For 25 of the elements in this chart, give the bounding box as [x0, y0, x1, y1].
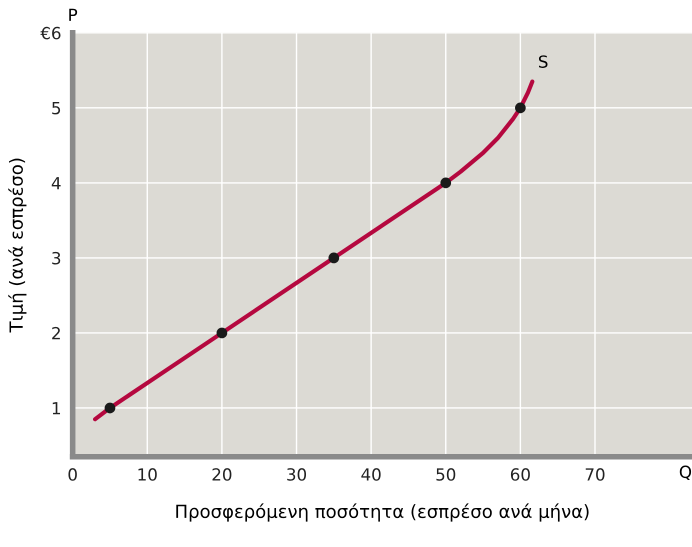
- y-tick-label: 2: [52, 326, 60, 340]
- point: [216, 328, 228, 338]
- point: [515, 102, 526, 114]
- x-tick-label: 10: [138, 468, 157, 481]
- y-tick-label: 4: [52, 177, 61, 190]
- x-tick-label: 40: [361, 468, 381, 481]
- x-axis-title: Προσφερόμενη ποσότητα (εσπρέσο ανά μήνα): [176, 503, 589, 522]
- x-tick-label: 70: [586, 468, 604, 481]
- point: [104, 402, 116, 414]
- point: [328, 252, 340, 264]
- y-tick-label: 5: [52, 102, 60, 114]
- text: Q: [680, 466, 692, 480]
- x-tick-label: 30: [287, 468, 306, 481]
- y-axis-title: Τιμή (ανά εσπρέσο): [8, 158, 26, 332]
- x-tick-label: 60: [510, 468, 530, 481]
- annotation: S: [538, 55, 548, 68]
- x-tick-label: 20: [212, 468, 232, 481]
- y-tick-label: 1: [52, 402, 60, 414]
- x-tick-label: 50: [436, 468, 456, 481]
- point: [440, 178, 452, 188]
- y-tick-label: 3: [52, 252, 60, 264]
- y-tick-label: €6: [40, 26, 60, 40]
- x-tick-label: 0: [68, 468, 77, 481]
- text: P: [69, 8, 78, 21]
- line-series: [92, 80, 534, 422]
